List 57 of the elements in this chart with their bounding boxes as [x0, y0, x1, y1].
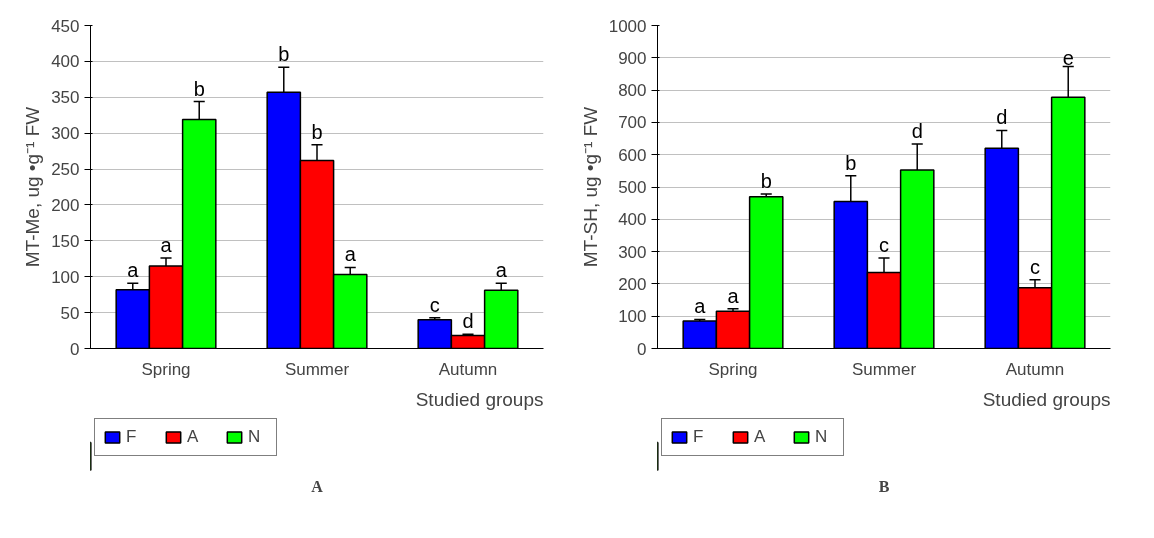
annotation: a	[160, 234, 173, 257]
annotation: c	[429, 293, 440, 316]
annotation: d	[911, 120, 923, 143]
annotation: b	[311, 120, 323, 143]
x-tick-label: Autumn	[1005, 359, 1065, 379]
annotation: a	[127, 259, 140, 282]
legend-label: A	[187, 427, 200, 447]
legend-label: F	[693, 427, 705, 447]
annotation: b	[760, 170, 772, 193]
annotation: b	[278, 43, 290, 66]
y-tick-label: 250	[51, 160, 80, 180]
x-tick-label: Summer	[851, 359, 917, 379]
y-tick-label: 50	[60, 303, 80, 323]
y-tick-label: 0	[637, 339, 647, 359]
legend-label: A	[754, 427, 767, 447]
y-tick-label: 450	[51, 16, 80, 36]
y-axis-title: MT-SH, ug •g⁻¹ FW	[579, 106, 601, 268]
x-axis-title: Studied groups	[415, 388, 544, 410]
annotation: a	[694, 295, 707, 318]
y-tick-label: 100	[618, 307, 647, 327]
annotation: a	[495, 259, 508, 282]
annotation: b	[845, 151, 857, 174]
y-tick-label: 300	[618, 242, 647, 262]
x-tick-label: Spring	[708, 359, 758, 379]
y-tick-label: 200	[51, 195, 80, 215]
annotation: d	[996, 106, 1008, 129]
y-tick-label: 1000	[608, 16, 647, 36]
y-tick-label: 900	[618, 48, 647, 68]
y-tick-label: 400	[618, 210, 647, 230]
annotation: d	[462, 310, 474, 333]
y-tick-label: 800	[618, 81, 647, 101]
x-axis-title: Studied groups	[982, 388, 1111, 410]
y-tick-label: 700	[618, 113, 647, 133]
legend-label: N	[815, 427, 829, 447]
annotation: c	[1030, 255, 1040, 278]
text: B	[878, 477, 890, 495]
x-tick-label: Autumn	[438, 359, 498, 379]
y-tick-label: 200	[618, 274, 647, 294]
x-tick-label: Summer	[284, 359, 350, 379]
x-tick-label: Spring	[141, 359, 191, 379]
y-tick-label: 600	[618, 145, 647, 165]
annotation: a	[727, 284, 740, 307]
text: A	[311, 477, 324, 495]
y-tick-label: 0	[70, 339, 80, 359]
y-tick-label: 150	[51, 231, 80, 251]
y-axis-title: MT-Me, ug •g⁻¹ FW	[22, 106, 44, 268]
y-tick-label: 400	[51, 52, 80, 72]
y-tick-label: 500	[618, 178, 647, 197]
y-tick-label: 300	[51, 124, 80, 144]
annotation: e	[1062, 46, 1074, 69]
y-tick-label: 350	[51, 88, 80, 108]
annotation: c	[879, 234, 889, 257]
annotation: b	[193, 77, 205, 100]
legend-label: N	[248, 427, 262, 447]
y-tick-label: 100	[51, 267, 80, 287]
legend-label: F	[126, 427, 138, 447]
annotation: a	[344, 243, 357, 266]
